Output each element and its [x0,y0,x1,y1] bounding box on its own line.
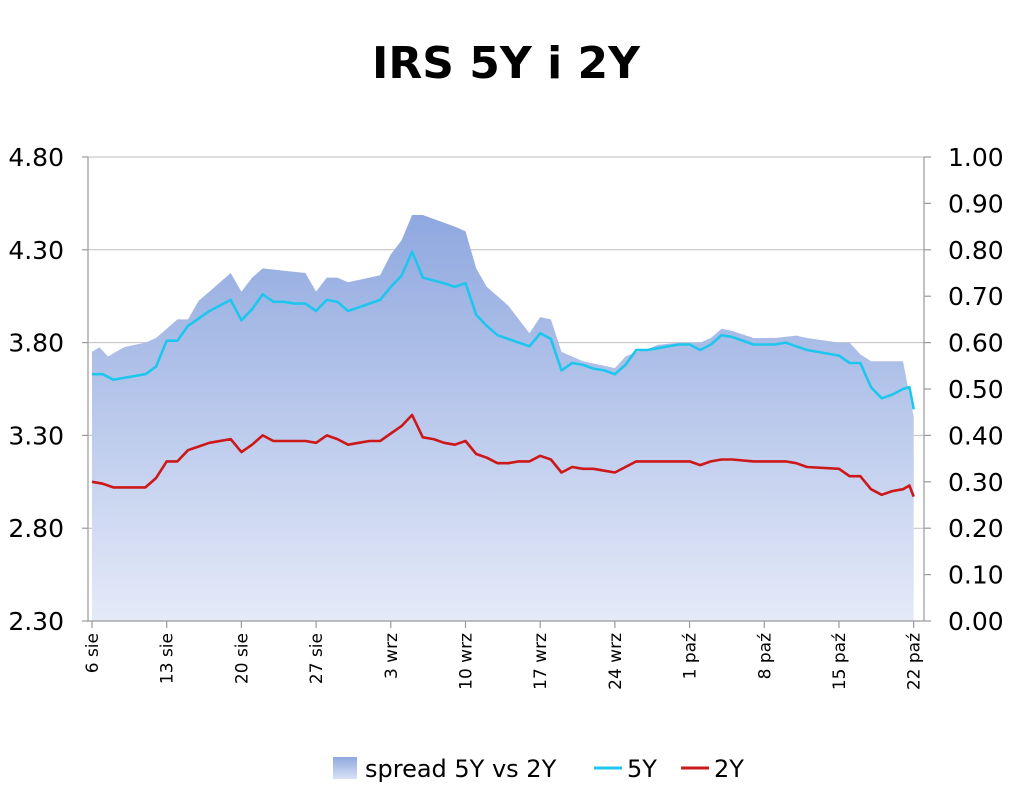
y-right-tick-label: 0.00 [948,607,1004,636]
x-tick-label: 17 wrz [531,633,551,690]
x-tick-label: 1 paź [681,633,701,679]
y-left-tick-label: 3.30 [8,421,64,450]
legend-label-spread: spread 5Y vs 2Y [365,755,557,783]
y-right-tick-label: 0.90 [948,189,1004,218]
legend: spread 5Y vs 2Y 5Y 2Y [333,755,744,783]
y-left-tick-label: 2.30 [8,607,64,636]
x-tick-label: 8 paź [755,633,775,679]
spread-area-layer [92,215,914,621]
y-right-tick-label: 0.40 [948,421,1004,450]
x-tick-label: 24 wrz [606,633,626,690]
series-line-5y [92,250,915,410]
y-right-tick-label: 0.50 [948,375,1004,404]
x-tick-label: 10 wrz [456,633,476,690]
x-tick-label: 22 paź [905,633,925,690]
x-tick-label: 15 paź [830,633,850,690]
legend-swatch-spread [333,757,357,779]
x-tick-label: 3 wrz [382,633,402,679]
y-right-tick-label: 0.20 [948,514,1004,543]
axes [82,156,931,628]
chart-title: IRS 5Y i 2Y [372,38,641,89]
y-right-tick-label: 0.70 [948,282,1004,311]
y-left-tick-label: 2.80 [8,514,64,543]
series-line-2y [91,413,915,498]
y-right-tick-label: 1.00 [948,143,1004,172]
y-right-tick-label: 0.10 [948,561,1004,590]
x-tick-label: 6 sie [83,633,103,673]
x-tick-label: 20 sie [232,633,252,684]
x-tick-label: 13 sie [158,633,178,684]
y-right-tick-label: 0.80 [948,236,1004,265]
series-area-spread [92,215,914,621]
x-tick-labels: 6 sie 13 sie 20 sie 27 sie 3 wrz 10 wrz 17 wrz… [83,633,925,690]
y-left-tick-label: 3.80 [8,329,64,358]
legend-label-2y: 2Y [714,755,744,783]
y-right-tick-label: 0.60 [948,329,1004,358]
series-lines-layer [91,250,915,498]
y-left-tick-labels: 2.30 2.80 3.30 3.80 4.30 4.80 [8,143,64,636]
y-right-tick-labels: 0.00 0.10 0.20 0.30 0.40 0.50 0.60 0.70 0.80 0.90… [948,143,1004,636]
x-tick-label: 27 sie [307,633,327,684]
y-left-tick-label: 4.80 [8,143,64,172]
legend-label-5y: 5Y [627,755,657,783]
y-left-tick-label: 4.30 [8,236,64,265]
y-right-tick-label: 0.30 [948,468,1004,497]
